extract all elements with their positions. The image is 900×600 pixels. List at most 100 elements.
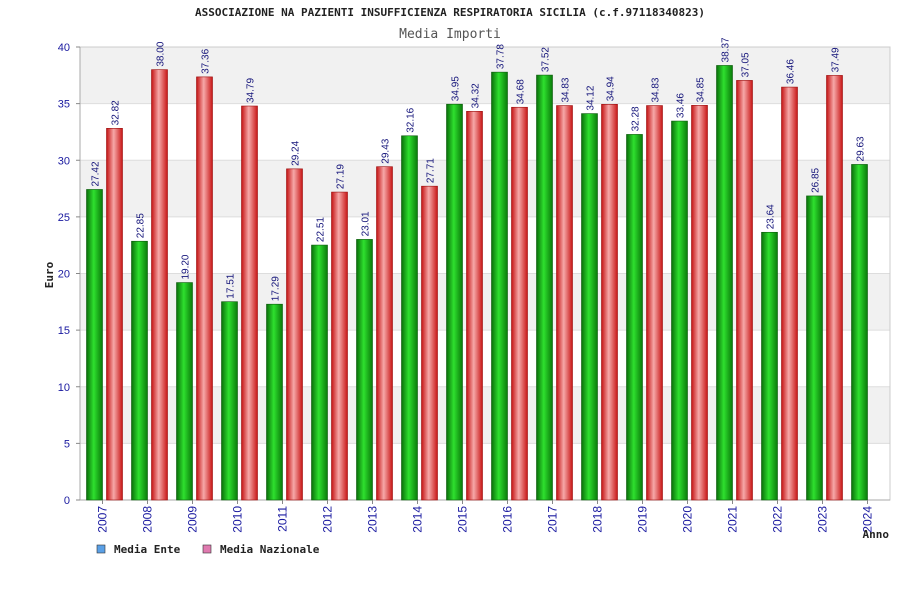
- x-tick-label-2007: 2007: [96, 506, 110, 533]
- y-tick-label: 0: [64, 495, 70, 507]
- value-label-nazionale-2012: 27.19: [336, 164, 347, 189]
- value-label-ente-2011: 17.29: [271, 276, 282, 301]
- value-label-nazionale-2015: 34.32: [471, 83, 482, 108]
- bar-nazionale-2018: [601, 104, 618, 501]
- x-tick-label-2014: 2014: [411, 506, 425, 533]
- bar-nazionale-2020: [691, 105, 708, 501]
- bar-nazionale-2013: [376, 166, 393, 501]
- y-tick-label: 25: [58, 212, 70, 224]
- legend: Media Ente Media Nazionale: [96, 543, 320, 556]
- legend-swatch-nazionale: [202, 544, 212, 554]
- value-label-ente-2015: 34.95: [451, 76, 462, 101]
- x-tick-label-2022: 2022: [771, 506, 785, 533]
- value-label-nazionale-2019: 34.83: [651, 77, 662, 102]
- plot-band: [80, 160, 890, 217]
- value-label-ente-2007: 27.42: [91, 161, 102, 186]
- x-tick-label-2023: 2023: [816, 506, 830, 533]
- value-label-nazionale-2016: 34.68: [516, 79, 527, 104]
- value-label-ente-2022: 23.64: [766, 204, 777, 229]
- value-label-ente-2018: 34.12: [586, 85, 597, 110]
- bar-ente-2009: [176, 282, 193, 501]
- bar-nazionale-2022: [781, 86, 798, 501]
- bar-ente-2024: [851, 164, 868, 501]
- legend-swatch-ente: [96, 544, 106, 554]
- y-tick-label: 5: [64, 438, 70, 450]
- bar-ente-2008: [131, 240, 148, 501]
- value-label-ente-2012: 22.51: [316, 217, 327, 242]
- legend-label-ente: Media Ente: [114, 543, 181, 556]
- value-label-nazionale-2008: 38.00: [156, 41, 167, 66]
- bar-ente-2019: [626, 134, 643, 501]
- plot-band: [80, 47, 890, 104]
- x-tick-label-2021: 2021: [726, 506, 740, 533]
- bar-nazionale-2014: [421, 185, 438, 501]
- value-label-ente-2010: 17.51: [226, 273, 237, 298]
- x-tick-label-2013: 2013: [366, 506, 380, 533]
- y-tick-labels: 0 5 10 15 20 25 30 35 40: [58, 42, 80, 507]
- y-tick-label: 20: [58, 269, 70, 281]
- bar-ente-2010: [221, 301, 238, 501]
- bar-nazionale-2007: [106, 128, 123, 501]
- value-label-ente-2017: 37.52: [541, 47, 552, 72]
- plot-bands: [80, 47, 890, 444]
- chart-title: ASSOCIAZIONE NA PAZIENTI INSUFFICIENZA R…: [195, 6, 705, 19]
- value-label-nazionale-2022: 36.46: [786, 59, 797, 84]
- value-label-nazionale-2011: 29.24: [291, 140, 302, 165]
- bar-nazionale-2012: [331, 191, 348, 501]
- x-tick-label-2009: 2009: [186, 506, 200, 533]
- value-label-nazionale-2017: 34.83: [561, 77, 572, 102]
- value-label-ente-2023: 26.85: [811, 167, 822, 192]
- bar-ente-2020: [671, 120, 688, 501]
- x-tick-label-2010: 2010: [231, 506, 245, 533]
- value-label-ente-2014: 32.16: [406, 107, 417, 132]
- bar-ente-2007: [86, 189, 103, 501]
- bar-nazionale-2021: [736, 80, 753, 501]
- bar-ente-2018: [581, 113, 598, 501]
- bar-ente-2022: [761, 231, 778, 501]
- plot-band: [80, 386, 890, 444]
- x-tick-label-2018: 2018: [591, 506, 605, 533]
- y-axis-label: Euro: [43, 261, 56, 288]
- value-label-ente-2013: 23.01: [361, 211, 372, 236]
- bar-ente-2012: [311, 244, 328, 501]
- bar-nazionale-2015: [466, 111, 483, 501]
- bars: [86, 65, 868, 501]
- value-label-ente-2020: 33.46: [676, 93, 687, 118]
- x-tick-label-2012: 2012: [321, 506, 335, 533]
- x-tick-label-2011: 2011: [276, 506, 290, 532]
- bar-nazionale-2009: [196, 76, 213, 501]
- bar-ente-2017: [536, 74, 553, 501]
- bar-ente-2016: [491, 71, 508, 501]
- y-tick-label: 15: [58, 325, 70, 337]
- x-tick-label-2019: 2019: [636, 506, 650, 533]
- y-tick-label: 10: [58, 382, 70, 394]
- bar-ente-2021: [716, 65, 733, 501]
- y-tick-label: 40: [58, 42, 70, 54]
- x-tick-label-2008: 2008: [141, 506, 155, 533]
- value-label-ente-2024: 29.63: [856, 136, 867, 161]
- value-label-nazionale-2007: 32.82: [111, 100, 122, 125]
- bar-ente-2015: [446, 103, 463, 501]
- plot-band: [80, 273, 890, 331]
- x-tick-label-2024: 2024: [861, 506, 875, 533]
- bar-nazionale-2019: [646, 105, 663, 501]
- value-label-nazionale-2023: 37.49: [831, 47, 842, 72]
- y-tick-label: 35: [58, 99, 70, 111]
- x-tick-label-2015: 2015: [456, 506, 470, 533]
- value-label-nazionale-2014: 27.71: [426, 158, 437, 183]
- value-label-nazionale-2018: 34.94: [606, 76, 617, 101]
- bar-ente-2014: [401, 135, 418, 501]
- value-label-nazionale-2009: 37.36: [201, 48, 212, 73]
- value-label-nazionale-2013: 29.43: [381, 138, 392, 163]
- value-label-ente-2021: 38.37: [721, 37, 732, 62]
- value-label-ente-2008: 22.85: [136, 213, 147, 238]
- value-labels: 27.42 32.82 22.85 38.00 19.20 37.36 17.51 34.79…: [91, 37, 867, 301]
- bar-ente-2013: [356, 239, 373, 501]
- x-tick-label-2016: 2016: [501, 506, 515, 533]
- x-tick-labels: 2007 2008 2009 2010 2011 2012 2013 2014 2015 2016…: [96, 500, 875, 533]
- value-label-nazionale-2010: 34.79: [246, 78, 257, 103]
- value-label-ente-2019: 32.28: [631, 106, 642, 131]
- bar-ente-2023: [806, 195, 823, 501]
- value-label-ente-2009: 19.20: [181, 254, 192, 279]
